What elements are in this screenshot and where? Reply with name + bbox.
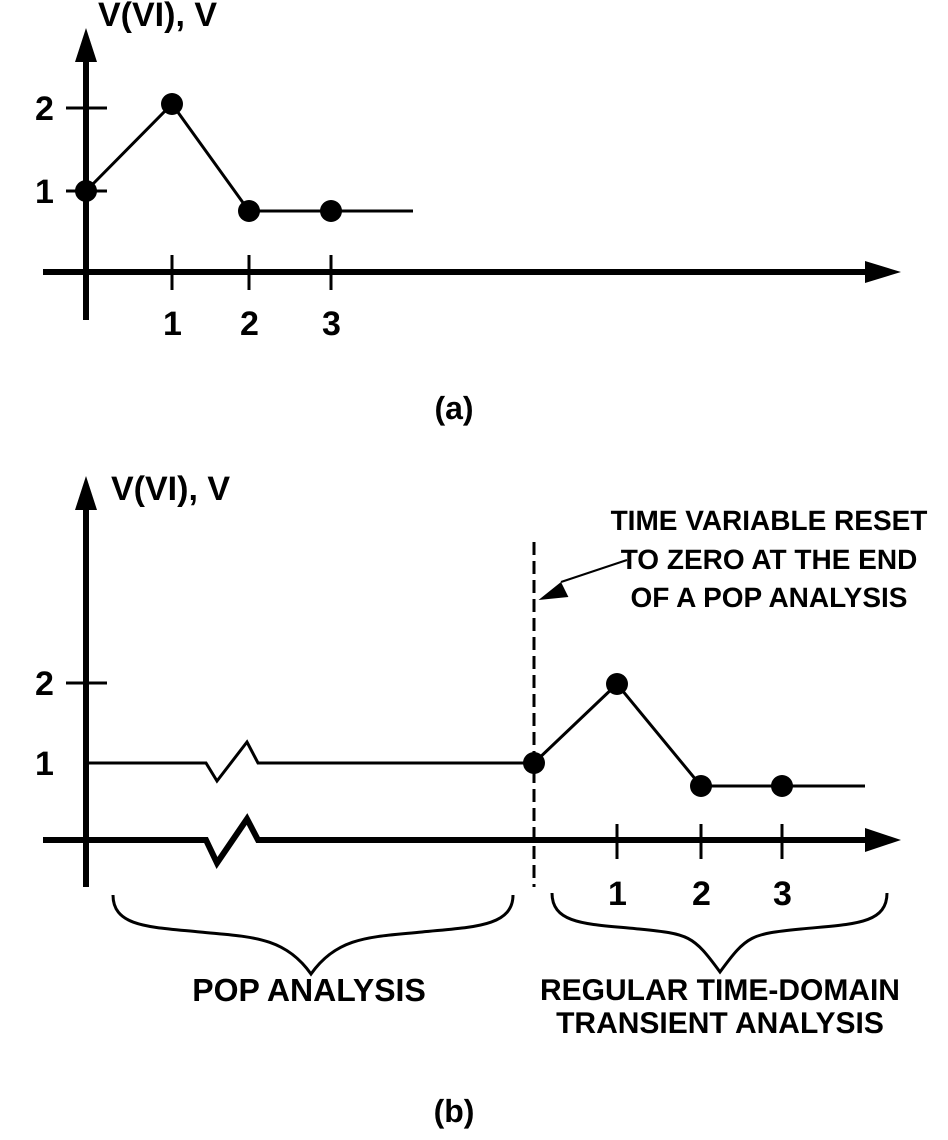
- svg-text:V(VI), V: V(VI), V: [98, 0, 217, 34]
- svg-text:(b): (b): [434, 1093, 475, 1129]
- svg-text:1: 1: [163, 305, 182, 343]
- svg-text:2: 2: [692, 875, 711, 913]
- svg-text:3: 3: [773, 875, 792, 913]
- svg-text:POP ANALYSIS: POP ANALYSIS: [192, 972, 426, 1008]
- svg-text:2: 2: [240, 305, 259, 343]
- svg-text:OF A POP ANALYSIS: OF A POP ANALYSIS: [631, 582, 908, 613]
- svg-text:2: 2: [35, 90, 54, 128]
- svg-text:(a): (a): [434, 390, 473, 426]
- svg-text:1: 1: [35, 173, 54, 211]
- svg-text:V(VI), V: V(VI), V: [111, 470, 230, 508]
- svg-text:TRANSIENT ANALYSIS: TRANSIENT ANALYSIS: [556, 1007, 884, 1040]
- svg-text:2: 2: [35, 665, 54, 703]
- svg-text:TO ZERO AT THE END: TO ZERO AT THE END: [621, 544, 918, 575]
- svg-text:TIME VARIABLE RESET: TIME VARIABLE RESET: [611, 505, 928, 536]
- svg-text:1: 1: [35, 745, 54, 783]
- svg-text:1: 1: [608, 875, 627, 913]
- svg-text:REGULAR TIME-DOMAIN: REGULAR TIME-DOMAIN: [540, 974, 900, 1007]
- svg-text:3: 3: [322, 305, 341, 343]
